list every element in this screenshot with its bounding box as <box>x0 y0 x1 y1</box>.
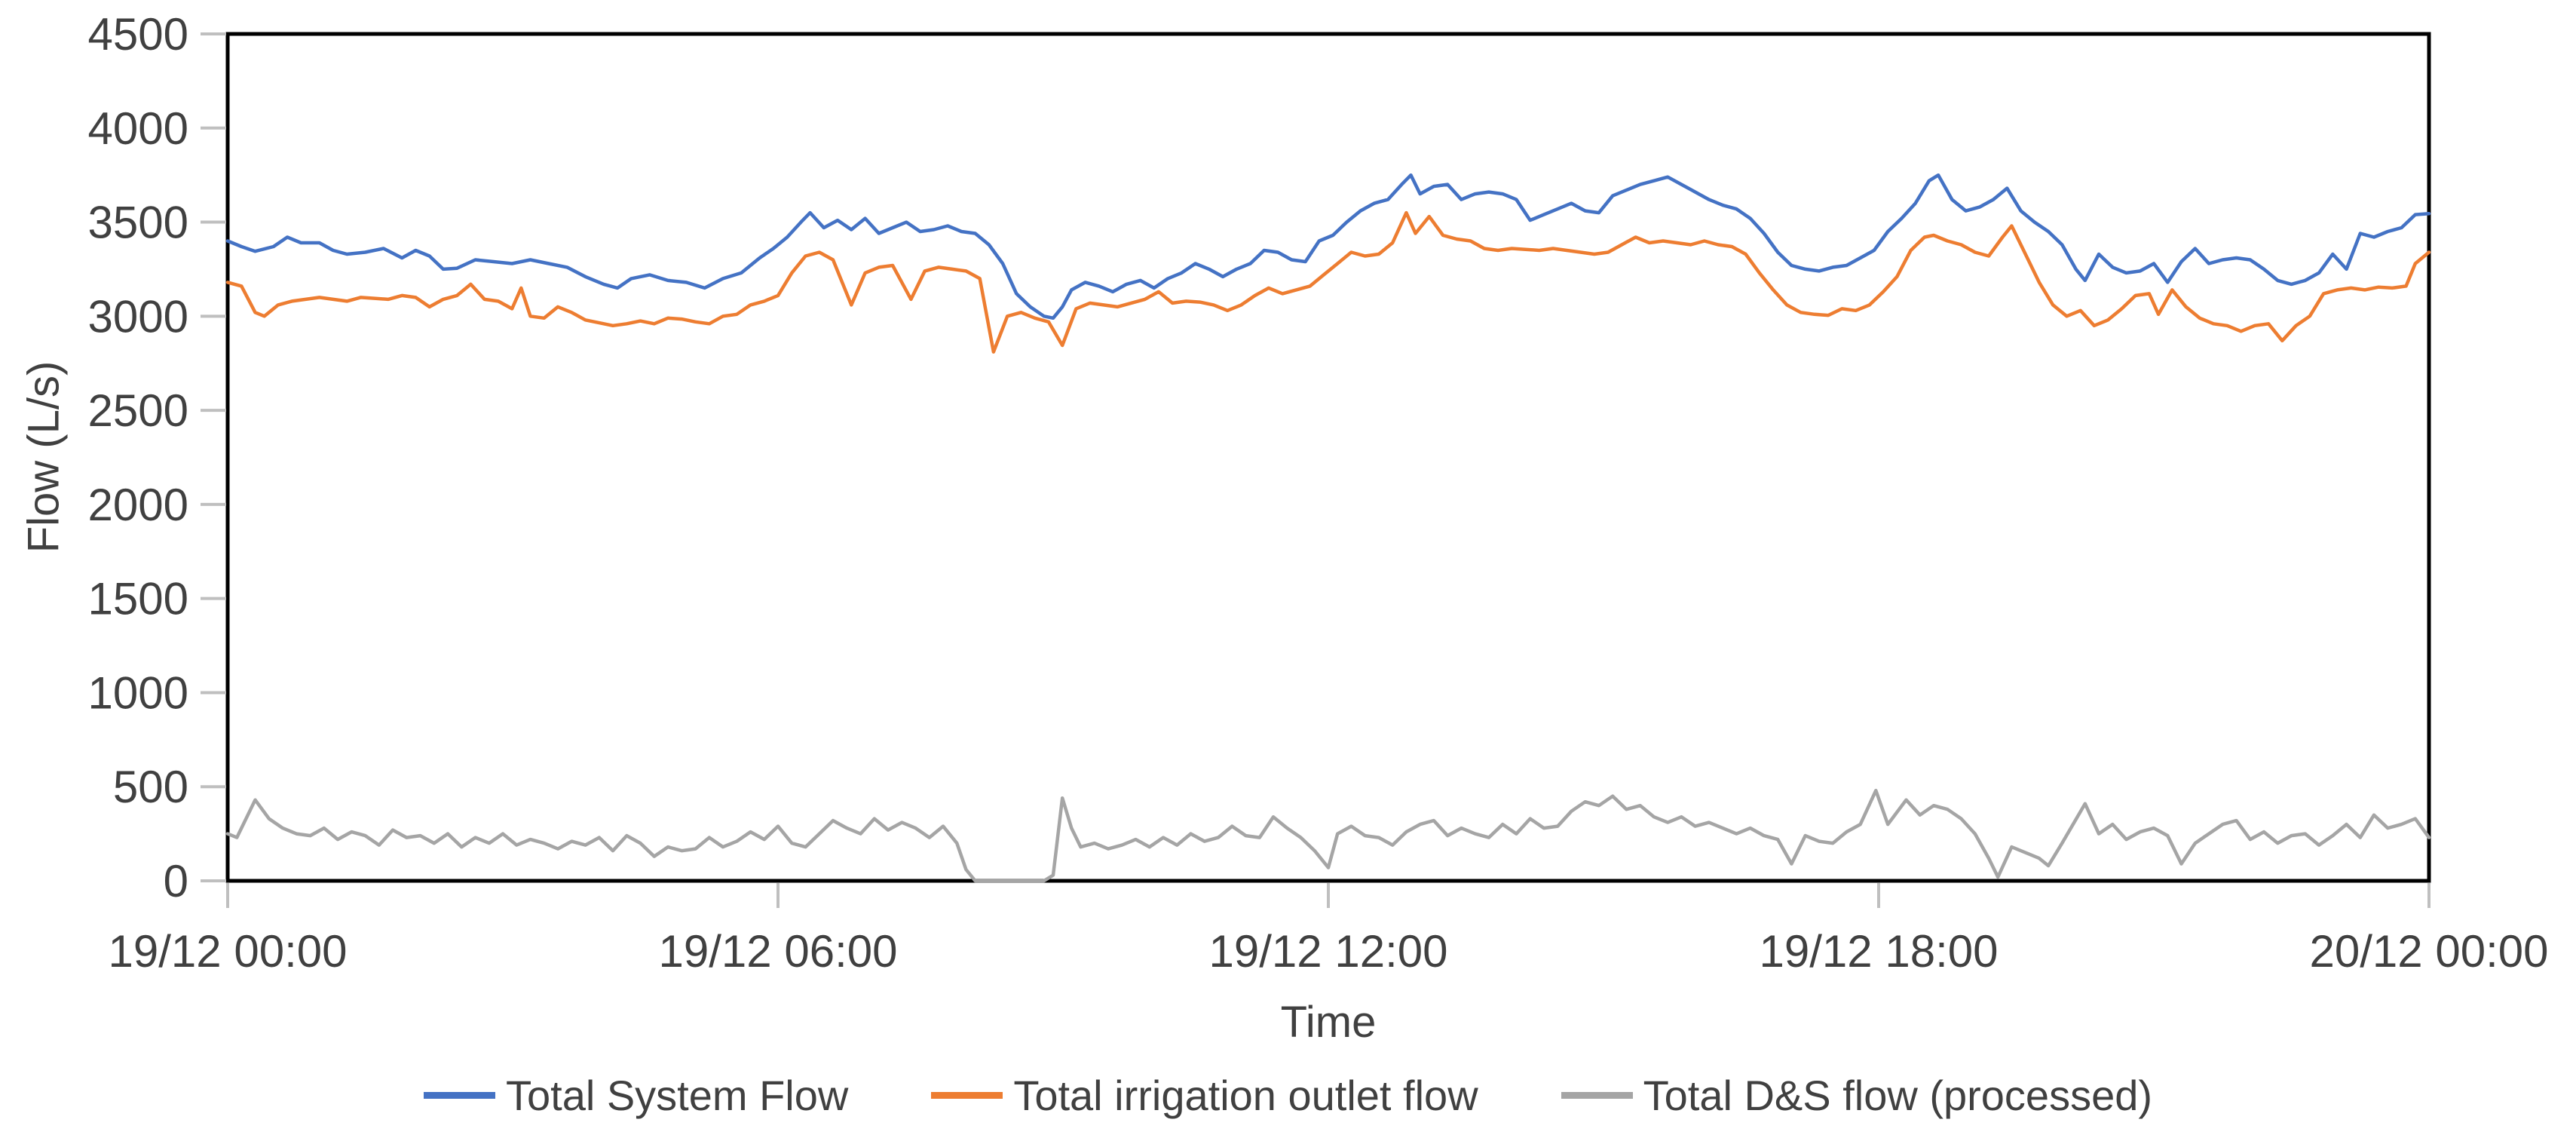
x-axis: 19/12 00:00 19/12 06:00 19/12 12:00 19/12 1… <box>109 883 2549 977</box>
legend-swatch-total-system-flow <box>423 1091 495 1099</box>
legend-label: Total D&S flow (processed) <box>1643 1071 2153 1119</box>
series-line-total-irrigation-outlet-flow <box>225 210 2431 354</box>
series-lines <box>225 173 2431 883</box>
legend-label: Total System Flow <box>505 1071 849 1119</box>
y-axis-tick-label: 4000 <box>88 103 188 154</box>
y-axis-tick-label: 500 <box>113 762 188 812</box>
legend-item-total-system-flow: Total System Flow <box>423 1071 849 1120</box>
series-line-total-system-flow <box>225 173 2431 321</box>
y-axis-tick-label: 2000 <box>88 480 188 530</box>
legend-label: Total irrigation outlet flow <box>1013 1071 1478 1119</box>
legend-swatch-total-irrigation-outlet-flow <box>931 1091 1003 1099</box>
y-axis-tick-label: 1500 <box>88 574 188 624</box>
y-axis-title: Flow (L/s) <box>19 360 69 554</box>
x-axis-tick-label: 19/12 06:00 <box>659 926 898 977</box>
y-axis-tick-label: 0 <box>164 856 188 906</box>
x-axis-title: Time <box>1280 998 1377 1047</box>
x-axis-tick-label: 19/12 00:00 <box>109 926 348 977</box>
x-axis-tick-label: 19/12 18:00 <box>1760 926 1999 977</box>
series-line-total-d-s-flow-processed <box>225 788 2431 883</box>
y-axis-tick-label: 3500 <box>88 198 188 248</box>
chart-legend: Total System Flow Total irrigation outlet… <box>0 1065 2576 1125</box>
plot-border <box>225 32 2431 883</box>
y-axis-tick-label: 1000 <box>88 667 188 718</box>
y-axis-tick-label: 3000 <box>88 291 188 342</box>
y-axis-tick-label: 2500 <box>88 385 188 436</box>
y-axis-tick-label: 4500 <box>88 9 188 60</box>
legend-item-total-irrigation-outlet-flow: Total irrigation outlet flow <box>931 1071 1478 1120</box>
x-axis-tick-label: 19/12 12:00 <box>1209 926 1448 977</box>
legend-swatch-total-d-s-flow-processed <box>1561 1091 1633 1099</box>
x-axis-tick-label: 20/12 00:00 <box>2310 926 2549 977</box>
legend-item-total-d-s-flow-processed: Total D&S flow (processed) <box>1561 1071 2152 1120</box>
y-axis: 0 500 1000 1500 2000 2500 3000 3500 4000 4500 <box>88 9 226 906</box>
